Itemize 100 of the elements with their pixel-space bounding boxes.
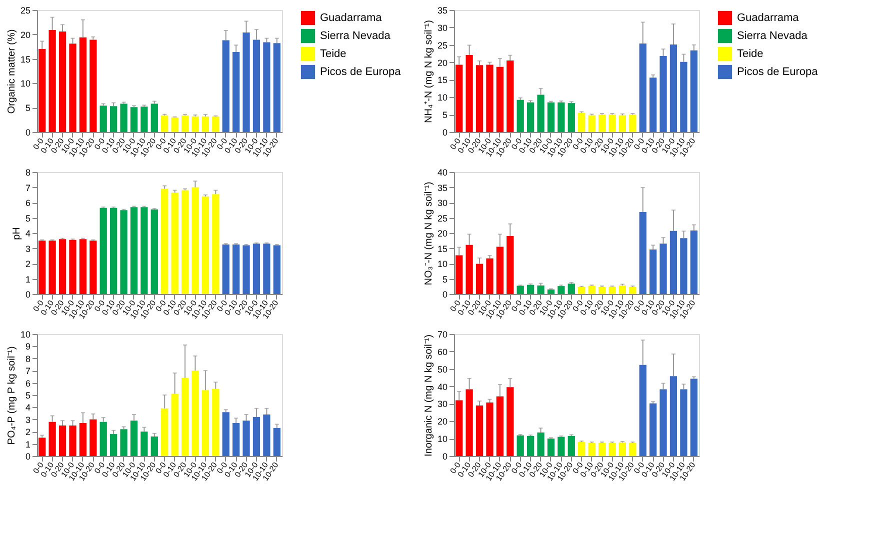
bar bbox=[171, 117, 178, 132]
y-tick-label: 60 bbox=[437, 346, 448, 357]
bar bbox=[273, 428, 280, 456]
y-tick-label: 5 bbox=[25, 103, 30, 114]
bar bbox=[263, 414, 270, 456]
bar bbox=[232, 244, 240, 294]
bar bbox=[161, 408, 168, 456]
y-tick-label: 50 bbox=[437, 364, 448, 374]
bar bbox=[618, 285, 626, 294]
bar bbox=[537, 432, 544, 456]
y-tick-label: 30 bbox=[437, 399, 448, 410]
bar bbox=[598, 442, 606, 456]
y-tick-label: 10 bbox=[437, 92, 448, 103]
legend-label: Guadarrama bbox=[320, 12, 383, 24]
bar bbox=[58, 426, 66, 456]
bar bbox=[558, 102, 565, 132]
y-tick-label: 3 bbox=[25, 244, 30, 254]
bar bbox=[660, 56, 667, 132]
bar bbox=[90, 419, 97, 456]
bar bbox=[608, 442, 616, 456]
bar bbox=[670, 44, 678, 132]
y-tick-label: 30 bbox=[437, 198, 448, 208]
bar bbox=[202, 196, 210, 294]
y-tick-label: 10 bbox=[20, 330, 30, 340]
y-tick-label: 0 bbox=[25, 290, 30, 300]
bar bbox=[496, 396, 504, 456]
y-tick-label: 15 bbox=[20, 54, 30, 64]
bar bbox=[161, 115, 168, 132]
y-tick-label: 7 bbox=[25, 182, 30, 193]
bar bbox=[680, 389, 688, 456]
bar bbox=[79, 37, 87, 132]
bar bbox=[90, 240, 97, 294]
bar bbox=[598, 286, 606, 294]
bar bbox=[181, 190, 189, 294]
legend-label: Sierra Nevada bbox=[737, 30, 808, 42]
bar bbox=[588, 115, 596, 132]
bar bbox=[100, 422, 107, 456]
bar bbox=[130, 107, 138, 132]
y-axis-title: NO₃⁻-N (mg N kg soil⁻¹) bbox=[423, 182, 434, 286]
bar bbox=[608, 114, 616, 132]
bar bbox=[516, 286, 524, 294]
bar bbox=[150, 104, 158, 132]
y-tick-label: 25 bbox=[20, 6, 30, 16]
bar bbox=[100, 106, 107, 132]
y-tick-label: 20 bbox=[20, 30, 30, 40]
bar bbox=[120, 429, 128, 456]
y-tick-label: 0 bbox=[442, 290, 448, 300]
y-tick-label: 0 bbox=[25, 128, 30, 138]
y-tick-label: 40 bbox=[437, 382, 448, 392]
bar bbox=[496, 246, 504, 294]
bar bbox=[547, 289, 555, 294]
bar bbox=[578, 286, 586, 294]
bar bbox=[100, 208, 107, 294]
legend-label: Teide bbox=[737, 48, 764, 60]
bar bbox=[466, 389, 473, 456]
bar bbox=[526, 284, 534, 294]
bar bbox=[140, 207, 148, 294]
bar bbox=[639, 43, 646, 132]
bar bbox=[486, 64, 494, 132]
bar bbox=[486, 258, 494, 294]
bar bbox=[476, 65, 484, 132]
bar bbox=[526, 102, 534, 132]
bar bbox=[242, 245, 250, 294]
bar bbox=[69, 240, 76, 294]
y-tick-label: 0 bbox=[25, 452, 30, 462]
legend-label: Picos de Europa bbox=[320, 66, 402, 78]
bar bbox=[537, 94, 544, 132]
bar bbox=[506, 387, 514, 456]
y-tick-label: 5 bbox=[442, 110, 448, 120]
y-tick-label: 10 bbox=[437, 259, 448, 269]
bar bbox=[629, 442, 636, 456]
y-tick-label: 3 bbox=[25, 414, 30, 425]
bar bbox=[558, 286, 565, 294]
bar bbox=[649, 403, 657, 456]
bar bbox=[140, 106, 148, 132]
bar bbox=[456, 400, 463, 456]
bar bbox=[639, 364, 646, 456]
bar bbox=[48, 30, 56, 132]
bar bbox=[48, 240, 56, 294]
bar bbox=[598, 114, 606, 132]
y-tick-label: 8 bbox=[25, 354, 30, 364]
y-tick-label: 10 bbox=[437, 434, 448, 444]
bar bbox=[618, 115, 626, 132]
bar bbox=[232, 423, 240, 456]
bar bbox=[38, 438, 46, 456]
bar bbox=[232, 52, 240, 132]
bar bbox=[466, 54, 473, 132]
bar bbox=[537, 285, 544, 294]
bar bbox=[252, 40, 260, 132]
y-tick-label: 8 bbox=[25, 168, 30, 178]
bar bbox=[578, 112, 586, 132]
bar bbox=[496, 66, 504, 132]
bar bbox=[150, 436, 158, 456]
y-tick-label: 35 bbox=[437, 182, 448, 193]
bar bbox=[192, 187, 199, 294]
bar bbox=[568, 284, 575, 294]
bar bbox=[526, 436, 534, 456]
bar bbox=[212, 194, 220, 294]
bar bbox=[547, 102, 555, 132]
bar bbox=[273, 245, 280, 294]
